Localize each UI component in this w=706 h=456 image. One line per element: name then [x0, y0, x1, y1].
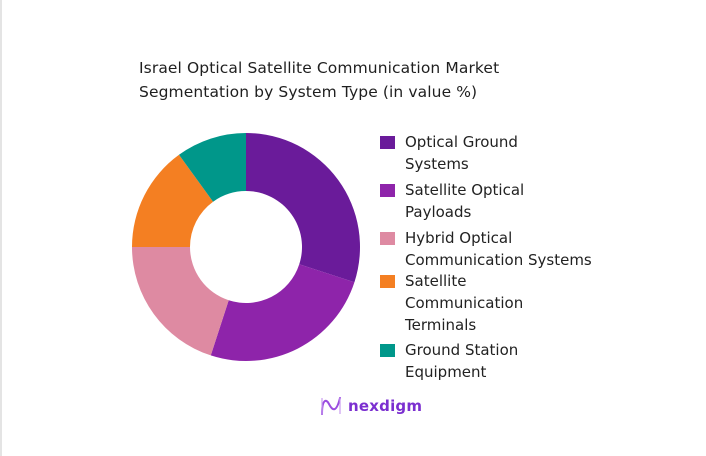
chart-title-line-1: Israel Optical Satellite Communication M…	[139, 59, 500, 77]
legend-label: Hybrid Optical Communication Systems	[405, 229, 592, 269]
legend-swatch	[380, 232, 395, 245]
donut-segment-satellite-optical-payloads	[210, 264, 355, 361]
brand-logo: nexdigm	[320, 396, 422, 416]
donut-segment-optical-ground-systems	[246, 133, 360, 283]
legend-label: Satellite Communication Terminals	[405, 272, 524, 334]
chart-title-line-2: Segmentation by System Type (in value %)	[139, 83, 478, 101]
legend-swatch	[380, 184, 395, 197]
brand-name: nexdigm	[348, 397, 423, 415]
donut-segment-satellite-communication-terminals	[132, 154, 214, 247]
legend-label: Ground Station Equipment	[405, 341, 519, 381]
donut-segment-ground-station-equipment	[178, 133, 246, 202]
legend-swatch	[380, 136, 395, 149]
legend-swatch	[380, 344, 395, 357]
frame-edge	[0, 0, 2, 456]
chart-title: Israel Optical Satellite Communication M…	[139, 56, 579, 104]
legend-swatch	[380, 275, 395, 288]
legend-label: Satellite Optical Payloads	[405, 181, 525, 221]
nexdigm-logo-icon	[321, 397, 341, 415]
legend-label: Optical Ground Systems	[405, 133, 518, 173]
donut-chart	[132, 133, 360, 361]
donut-segment-hybrid-optical-communication-systems	[132, 247, 229, 356]
